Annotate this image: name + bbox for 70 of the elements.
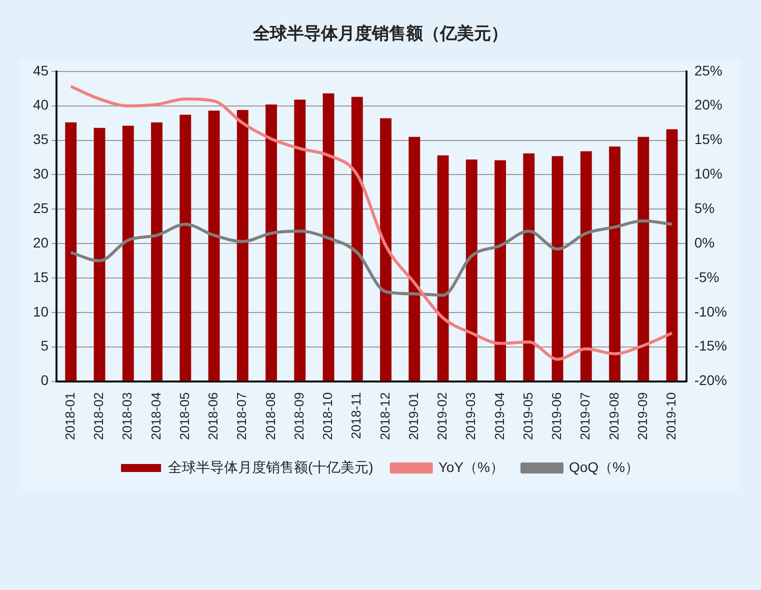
x-tick-label: 2018-11	[348, 392, 364, 440]
line-series	[69, 219, 674, 297]
bar	[266, 104, 277, 381]
x-tick-label: 2019-05	[520, 392, 536, 440]
line-series	[69, 85, 674, 361]
bar	[380, 118, 392, 381]
y-tick-label: 45	[32, 62, 49, 78]
x-tick-label: 2019-08	[606, 392, 622, 440]
x-tick-label: 2018-06	[206, 392, 221, 440]
x-tick-label: 2018-07	[234, 392, 250, 440]
x-tick-label: 2018-03	[120, 392, 135, 440]
y-tick-label: 35	[32, 131, 49, 148]
bar	[494, 160, 506, 381]
y-tick-label: 10	[32, 303, 49, 320]
x-tick-label: 2019-03	[463, 392, 478, 440]
bar	[122, 126, 134, 381]
bar	[294, 100, 306, 381]
y-tick-label: 30	[32, 166, 49, 182]
legend-label: YoY（%）	[438, 458, 504, 475]
x-tick-label: 2019-06	[549, 392, 564, 440]
y2-tick-label: 10%	[694, 166, 722, 182]
bar	[65, 122, 77, 381]
y2-tick-label: 15%	[694, 131, 722, 148]
y2-tick-label: 25%	[694, 62, 722, 78]
y2-tick-label: 20%	[694, 96, 722, 113]
bar	[208, 110, 220, 381]
bar	[437, 155, 449, 381]
y2-tick-label: -15%	[694, 338, 728, 354]
y-tick-label: 25	[32, 200, 49, 216]
y-tick-label: 5	[40, 338, 49, 354]
y-tick-label: 0	[40, 372, 49, 388]
bar	[180, 114, 192, 381]
bar	[408, 136, 420, 381]
x-tick-label: 2019-07	[578, 392, 593, 440]
bar	[666, 129, 678, 381]
x-tick-label: 2018-10	[320, 392, 336, 440]
bar	[552, 156, 564, 381]
x-tick-label: 2018-02	[91, 392, 106, 440]
x-tick-label: 2019-04	[492, 392, 507, 440]
bar	[322, 93, 334, 381]
bar	[466, 160, 478, 381]
legend-label: 全球半导体月度销售额(十亿美元)	[168, 458, 374, 475]
x-tick-label: 2018-04	[148, 392, 164, 440]
bar	[580, 151, 592, 381]
bar	[638, 136, 650, 381]
x-tick-label: 2018-05	[176, 392, 192, 440]
y2-tick-label: -5%	[694, 268, 720, 285]
y2-tick-label: 5%	[694, 200, 715, 216]
y-tick-label: 15	[32, 268, 49, 285]
legend-label: QoQ（%）	[568, 458, 639, 475]
bar	[94, 128, 106, 381]
y2-tick-label: 0%	[694, 234, 715, 250]
y2-tick-label: -20%	[694, 372, 728, 388]
bar	[351, 96, 363, 381]
chart-title: 全球半导体月度销售额（亿美元）	[252, 23, 509, 45]
x-tick-label: 2018-12	[377, 392, 392, 440]
x-tick-label: 2019-01	[406, 392, 421, 440]
bar	[151, 122, 162, 381]
x-tick-label: 2018-08	[262, 392, 278, 440]
x-tick-label: 2018-01	[62, 392, 78, 440]
x-tick-label: 2019-02	[434, 392, 450, 440]
x-tick-label: 2018-09	[291, 392, 306, 440]
x-tick-label: 2019-10	[664, 392, 679, 440]
x-tick-label: 2019-09	[634, 392, 650, 440]
y-tick-label: 40	[32, 96, 49, 113]
y2-tick-label: -10%	[694, 303, 728, 320]
bar	[523, 153, 535, 381]
bar	[609, 146, 620, 381]
y-tick-label: 20	[32, 234, 49, 250]
bar	[236, 110, 248, 381]
